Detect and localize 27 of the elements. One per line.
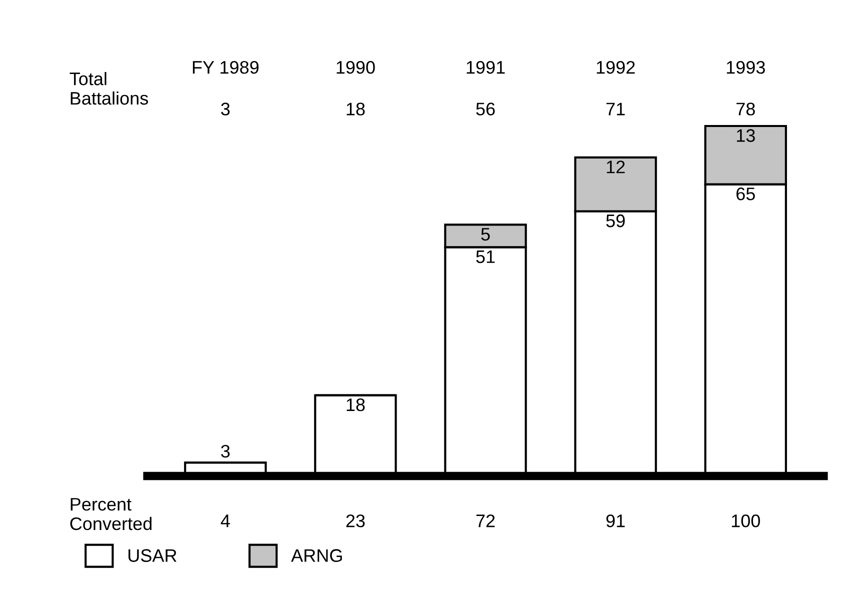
x-tick-label: FY 1989	[192, 60, 259, 74]
legend-label: ARNG	[291, 549, 342, 562]
data-label: 18	[346, 398, 365, 412]
x-tick-label: 1993	[726, 60, 765, 74]
data-label: 59	[606, 214, 625, 228]
data-label: 51	[476, 250, 495, 264]
data-label: 12	[606, 160, 625, 174]
text: 4	[220, 514, 230, 528]
data-label: 13	[736, 129, 755, 142]
text: 56	[476, 102, 495, 116]
text: 100	[732, 514, 760, 528]
data-label: 65	[736, 188, 755, 200]
text: 72	[476, 514, 495, 528]
text: Percent Converted	[70, 498, 152, 530]
text: 23	[346, 514, 365, 528]
text: Total Battalions	[70, 72, 148, 105]
x-tick-label: 1990	[336, 60, 375, 74]
text: 71	[606, 102, 625, 116]
text: 91	[606, 514, 625, 528]
x-tick-label: 1992	[596, 60, 635, 74]
text: 18	[346, 102, 365, 116]
legend-label: USAR	[128, 549, 176, 562]
text: 78	[736, 102, 755, 116]
data-label: 5	[481, 228, 490, 241]
text: 3	[221, 102, 230, 116]
data-label: 3	[221, 444, 230, 458]
x-tick-label: 1991	[466, 60, 505, 74]
